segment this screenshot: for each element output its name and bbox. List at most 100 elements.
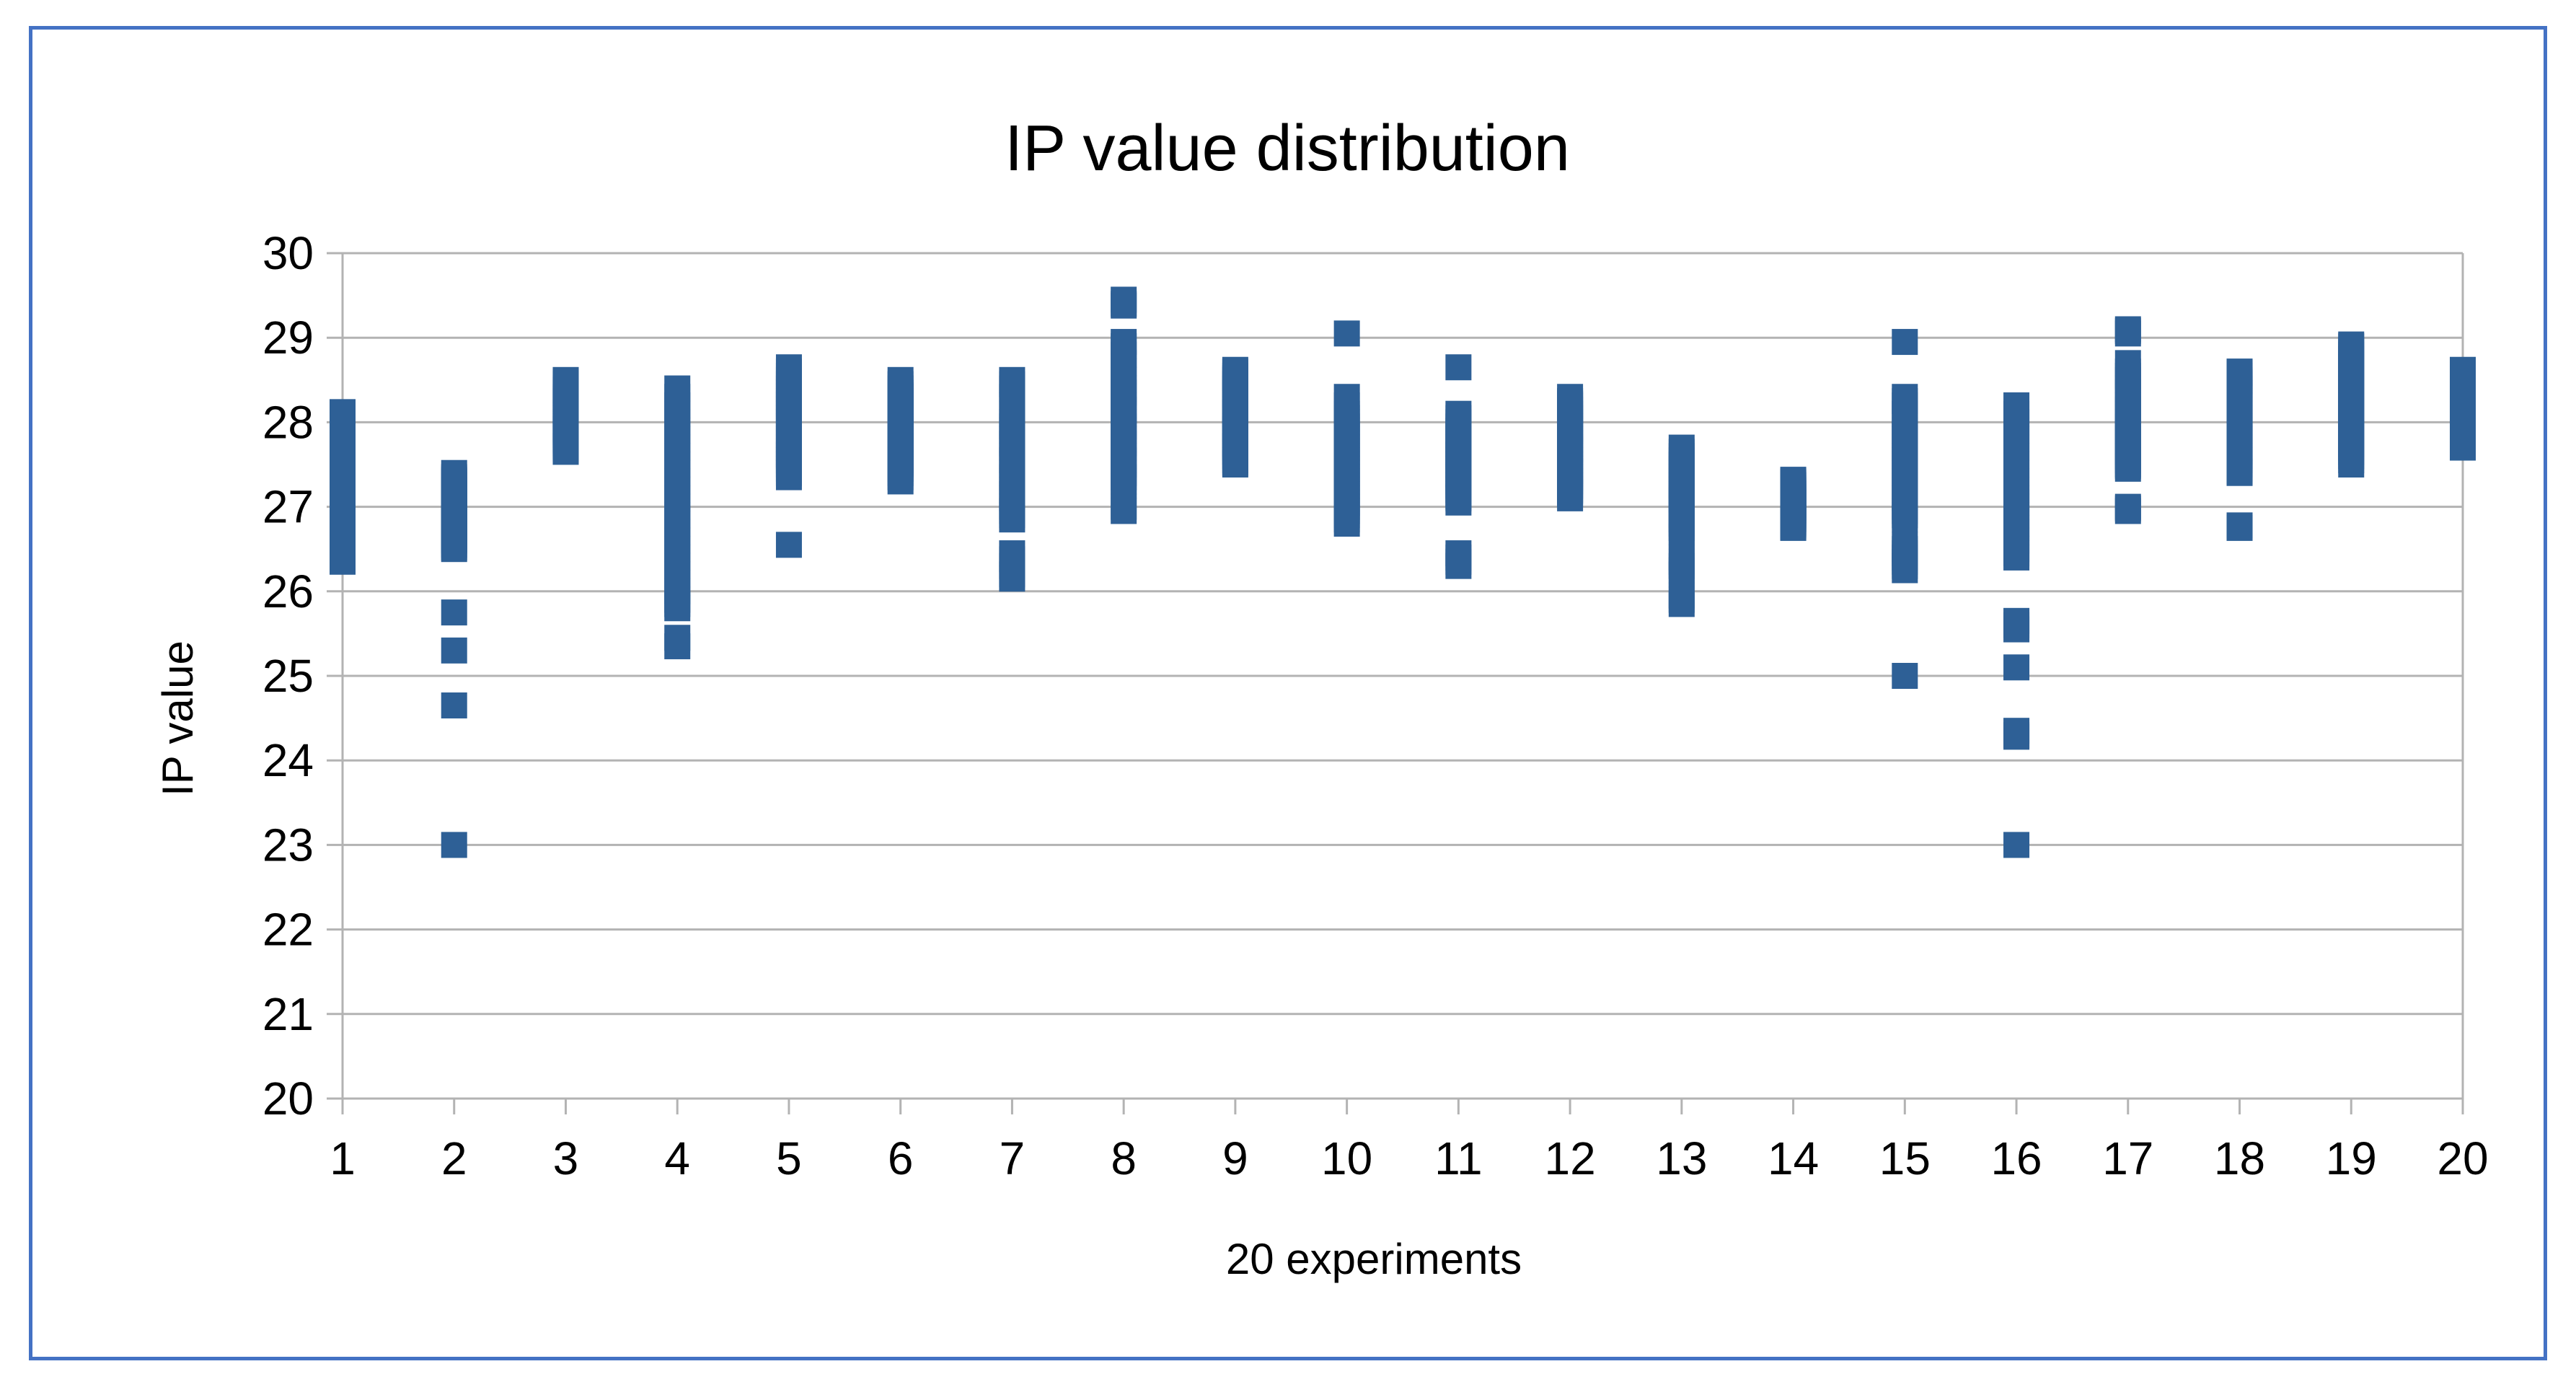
data-point [2226, 458, 2253, 485]
data-point [1111, 379, 1137, 406]
data-point [999, 371, 1025, 397]
data-point [2003, 400, 2030, 427]
x-tick-label: 18 [2214, 1132, 2265, 1184]
y-tick-label: 21 [263, 988, 314, 1040]
x-tick-label: 4 [664, 1132, 690, 1184]
y-tick-label: 20 [263, 1073, 314, 1125]
data-point [1111, 292, 1137, 319]
x-tick-label: 15 [1879, 1132, 1931, 1184]
data-point [2114, 495, 2141, 522]
x-tick-label: 11 [1434, 1132, 1482, 1184]
data-point [330, 481, 356, 508]
data-point [1668, 439, 1695, 465]
y-tick-label: 28 [263, 396, 314, 448]
chart-canvas: IP value distribution 202122232425262728… [154, 113, 2489, 1283]
data-point [775, 532, 802, 558]
data-point [1668, 487, 1695, 514]
data-point [1892, 472, 1918, 499]
data-point [1668, 586, 1695, 613]
data-point [2003, 540, 2030, 567]
x-axis-title: 20 experiments [1226, 1235, 1522, 1283]
data-point [1445, 354, 1472, 381]
data-point [2003, 832, 2030, 858]
data-point [999, 546, 1025, 573]
y-tick-label: 23 [263, 819, 314, 871]
data-point [1668, 548, 1695, 575]
data-point [441, 467, 467, 493]
data-point [1445, 441, 1472, 467]
y-tick-label: 24 [263, 734, 314, 786]
y-tick-label: 30 [263, 227, 314, 279]
y-tick-label: 27 [263, 481, 314, 533]
data-point [2226, 512, 2253, 539]
data-point [1557, 415, 1584, 442]
data-point [2114, 405, 2141, 431]
data-point [552, 369, 579, 395]
data-point [775, 390, 802, 417]
data-point [2003, 514, 2030, 541]
x-tick-label: 3 [553, 1132, 579, 1184]
y-tick-label: 29 [263, 312, 314, 364]
data-points [330, 286, 2476, 858]
x-tick-label: 8 [1111, 1132, 1137, 1184]
x-tick-label: 6 [888, 1132, 914, 1184]
x-tick-label: 19 [2326, 1132, 2377, 1184]
x-tick-label: 10 [1321, 1132, 1372, 1184]
x-tick-label: 20 [2437, 1132, 2488, 1184]
data-point [664, 384, 691, 410]
data-point [441, 599, 467, 626]
x-tick-label: 7 [1000, 1132, 1025, 1184]
data-point [999, 413, 1025, 440]
data-point [2114, 362, 2141, 389]
data-point [2003, 489, 2030, 516]
data-point [1445, 548, 1472, 575]
data-point [1222, 365, 1248, 392]
data-point [441, 832, 467, 858]
x-tick-label: 13 [1656, 1132, 1707, 1184]
x-tick-label: 16 [1990, 1132, 2042, 1184]
data-point [1557, 390, 1584, 417]
data-point [1892, 329, 1918, 356]
data-point [2003, 654, 2030, 681]
y-axis-ticks: 20 21 22 23 24 25 26 27 28 29 30 [263, 227, 314, 1125]
data-point [330, 523, 356, 550]
data-point [2450, 428, 2476, 454]
x-tick-label: 12 [1545, 1132, 1596, 1184]
data-point [1333, 320, 1360, 347]
chart-title: IP value distribution [1005, 113, 1570, 185]
data-point [2226, 369, 2253, 395]
data-point [1111, 333, 1137, 359]
y-tick-label: 26 [263, 566, 314, 617]
chart-frame: IP value distribution 20 21 22 23 24 25 26 27 28… [29, 26, 2547, 1360]
data-point [1892, 498, 1918, 524]
grid-lines [327, 252, 2464, 1114]
data-point [2450, 365, 2476, 392]
data-point [1892, 388, 1918, 415]
y-axis-title: IP value [154, 641, 202, 796]
data-point [1780, 467, 1807, 493]
data-point [552, 399, 579, 426]
data-point [1892, 447, 1918, 474]
data-point [1333, 405, 1360, 431]
data-point [775, 358, 802, 385]
x-tick-label: 17 [2102, 1132, 2153, 1184]
data-point [664, 625, 691, 651]
data-point [1892, 536, 1918, 563]
data-point [1892, 663, 1918, 689]
data-point [441, 692, 467, 719]
data-point [1892, 421, 1918, 448]
x-tick-label: 9 [1222, 1132, 1248, 1184]
x-tick-label: 1 [330, 1132, 356, 1184]
x-tick-label: 14 [1768, 1132, 1819, 1184]
data-point [2003, 612, 2030, 638]
x-tick-label: 2 [441, 1132, 467, 1184]
data-point [330, 402, 356, 429]
data-point [441, 637, 467, 664]
data-point [1445, 409, 1472, 436]
data-point [1445, 483, 1472, 510]
data-point [2338, 331, 2365, 358]
data-point [775, 441, 802, 467]
y-tick-label: 25 [263, 650, 314, 702]
data-point [2003, 723, 2030, 750]
x-axis-ticks: 1 2 3 4 5 6 7 8 9 10 11 12 13 14 15 16 17 18 19 20 [330, 1132, 2488, 1184]
